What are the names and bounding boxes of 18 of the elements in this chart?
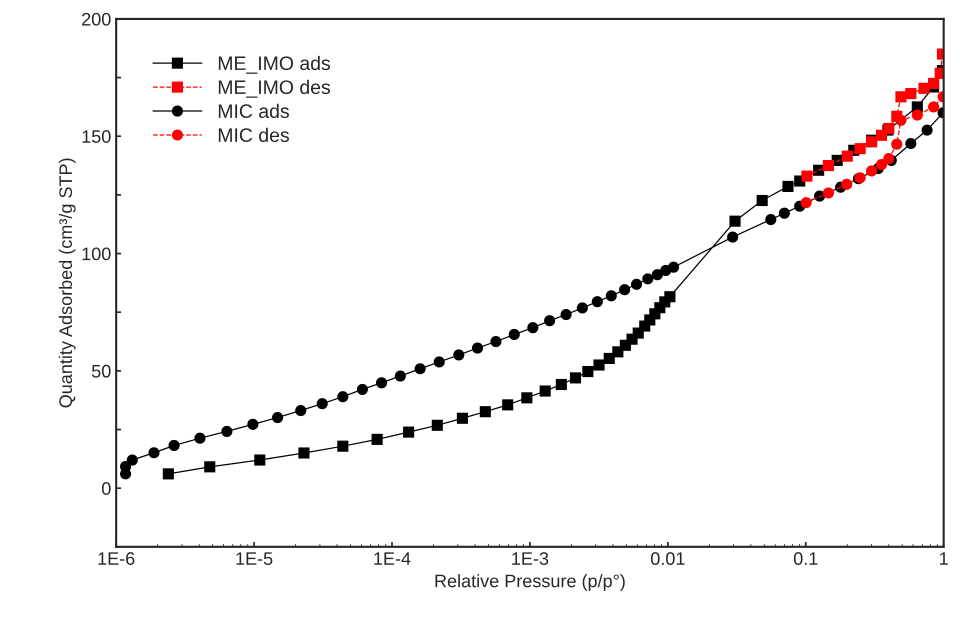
- x-tick-label: 1E-4: [374, 552, 411, 565]
- y-axis-title: Quantity Adsorbed (cm³/g STP): [58, 158, 76, 408]
- x-axis-title: Relative Pressure (p/p°): [435, 574, 625, 591]
- legend-label: MIC des: [218, 128, 289, 142]
- x-tick-label: 1: [940, 552, 948, 565]
- legend-label: ME_IMO des: [218, 80, 330, 98]
- y-tick-label: 200: [82, 12, 111, 26]
- y-tick-label: 100: [82, 247, 111, 260]
- x-tick-label: 1E-3: [512, 552, 548, 565]
- x-tick-label: 1E-5: [236, 552, 272, 565]
- x-tick-label: 0.01: [650, 552, 685, 565]
- y-tick-label: 150: [82, 130, 111, 143]
- y-tick-label: 50: [92, 364, 111, 378]
- legend-label: ME_IMO ads: [218, 56, 330, 74]
- y-tick-label: 0: [102, 482, 111, 495]
- x-tick-label: 1E-6: [98, 552, 134, 565]
- legend-label: MIC ads: [218, 104, 289, 118]
- x-tick-label: 0.1: [794, 552, 818, 565]
